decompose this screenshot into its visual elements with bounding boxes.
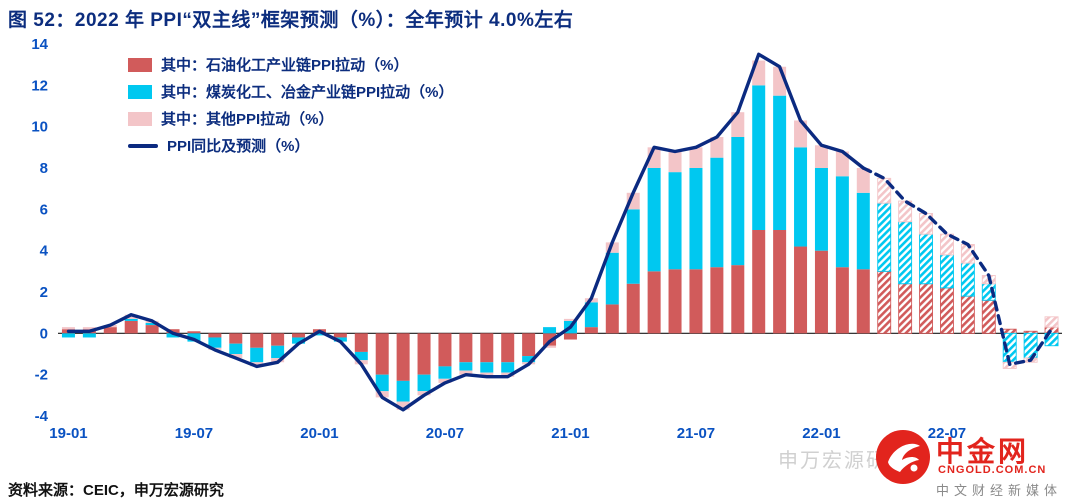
oil-series-swatch [128,57,152,72]
legend-label: 其中：煤炭化工、冶金产业链PPI拉动（%） [161,84,454,101]
data-source: 资料来源：CEIC，申万宏源研究 [8,482,224,499]
cngold-logo-icon [876,430,930,484]
svg-text:6: 6 [40,201,48,218]
watermark-site-url: CNGOLD.COM.CN [938,464,1047,476]
legend-item-coal: 其中：煤炭化工、冶金产业链PPI拉动（%） [128,81,454,102]
chart-title: 图 52：2022 年 PPI“双主线”框架预测（%）：全年预计 4.0%左右 [8,10,574,31]
svg-text:8: 8 [40,160,48,177]
chart-legend: 其中：石油化工产业链PPI拉动（%） 其中：煤炭化工、冶金产业链PPI拉动（%）… [128,54,454,156]
svg-text:22-01: 22-01 [802,425,840,442]
legend-item-other: 其中：其他PPI拉动（%） [128,108,454,129]
svg-text:21-07: 21-07 [677,425,715,442]
legend-item-ppi-line: PPI同比及预测（%） [128,135,454,156]
svg-text:4: 4 [40,243,49,260]
svg-text:19-07: 19-07 [175,425,213,442]
svg-text:-2: -2 [35,367,48,384]
legend-item-oil: 其中：石油化工产业链PPI拉动（%） [128,54,454,75]
ppi-line-swatch [128,143,158,148]
svg-text:0: 0 [40,325,48,342]
other-series-swatch [128,111,152,126]
legend-label: 其中：石油化工产业链PPI拉动（%） [161,57,409,74]
legend-label: 其中：其他PPI拉动（%） [161,111,334,128]
chart-svg: -4 -2 0 2 4 6 8 10 12 14 19-01 19-07 20-01 20-07 21-01… [31,36,1062,442]
svg-text:-4: -4 [35,408,49,425]
svg-text:22-07: 22-07 [928,425,966,442]
faint-watermark-text: 申万宏源研究 [778,450,910,472]
svg-text:21-01: 21-01 [551,425,589,442]
watermark-tagline: 中文财经新媒体 [936,483,1063,498]
chart-area: -4 -2 0 2 4 6 8 10 12 14 19-01 19-07 20-01 20-07 21-01… [0,28,1080,448]
legend-label: PPI同比及预测（%） [167,138,310,155]
site-watermark: 申万宏源研究 中金网 CNGOLD.COM.CN 中文财经新媒体 [778,422,1078,504]
coal-series-swatch [128,84,152,99]
watermark-site-name: 中金网 [936,436,1030,467]
svg-text:12: 12 [31,77,48,94]
svg-text:2: 2 [40,284,48,301]
svg-text:19-01: 19-01 [49,425,87,442]
svg-text:10: 10 [31,119,48,136]
svg-text:14: 14 [31,36,48,53]
svg-text:20-07: 20-07 [426,425,464,442]
svg-text:20-01: 20-01 [300,425,338,442]
